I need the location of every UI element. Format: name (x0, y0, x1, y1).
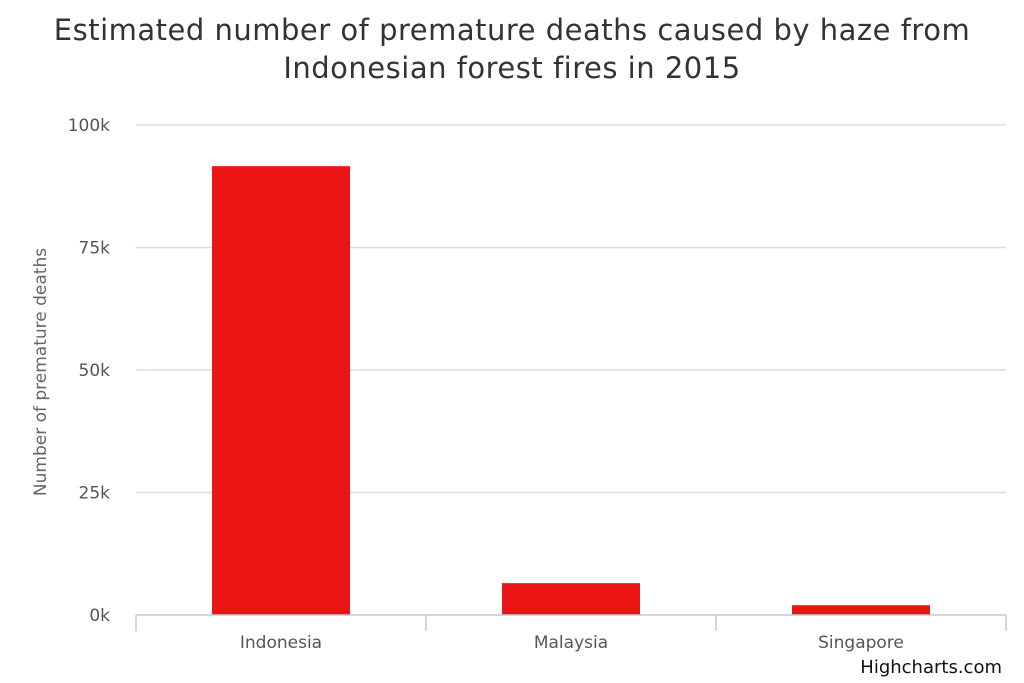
chart-title-line-1: Estimated number of premature deaths cau… (54, 13, 970, 47)
y-tick-label: 25k (79, 484, 111, 504)
x-axis (135, 614, 1007, 631)
chart-title-line-2: Indonesian forest fires in 2015 (283, 51, 740, 85)
bar-series (211, 166, 931, 615)
y-axis-title: Number of premature deaths (31, 248, 51, 496)
y-tick-label: 50k (79, 361, 111, 381)
bar-malaysia[interactable] (501, 583, 641, 615)
bar-indonesia[interactable] (211, 166, 351, 615)
y-tick-label: 0k (89, 606, 110, 626)
x-tick-label: Malaysia (534, 633, 608, 653)
chart-title: Estimated number of premature deaths cau… (54, 13, 970, 85)
y-tick-label: 100k (68, 116, 110, 136)
bar-singapore[interactable] (791, 605, 931, 615)
y-axis-tick-labels: 0k 25k 50k 75k 100k (68, 116, 110, 626)
x-axis-tick-labels: Indonesia Malaysia Singapore (240, 633, 904, 653)
x-tick-label: Singapore (818, 633, 904, 653)
x-tick-label: Indonesia (240, 633, 322, 653)
credits-link[interactable]: Highcharts.com (860, 657, 1002, 678)
y-tick-label: 75k (79, 239, 111, 259)
